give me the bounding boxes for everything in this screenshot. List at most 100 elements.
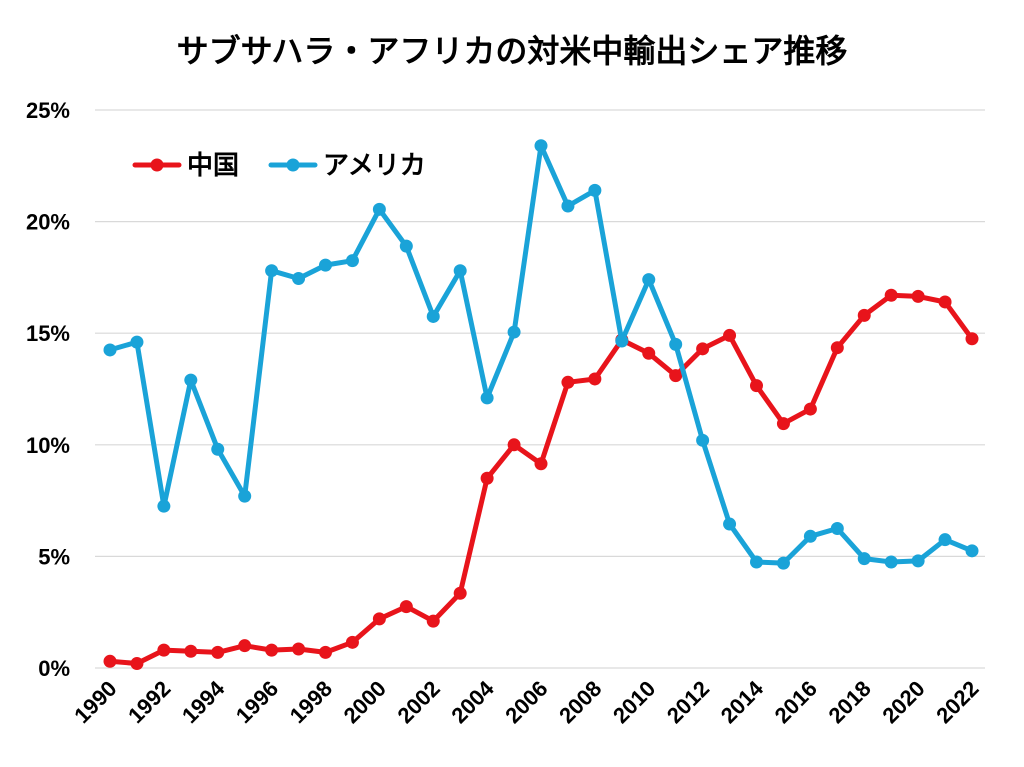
data-point xyxy=(776,556,790,570)
x-tick-label: 1998 xyxy=(285,676,337,728)
data-point xyxy=(319,645,332,659)
y-tick-label: 0% xyxy=(38,656,70,681)
data-point xyxy=(588,183,602,197)
x-tick-label: 2020 xyxy=(877,676,929,728)
data-point xyxy=(103,343,117,357)
x-tick-label: 1996 xyxy=(231,676,283,728)
y-tick-label: 25% xyxy=(26,98,70,123)
data-point xyxy=(265,643,279,657)
data-point xyxy=(345,254,359,268)
data-point xyxy=(938,533,952,547)
data-point xyxy=(238,639,252,653)
x-tick-label: 2018 xyxy=(823,676,875,728)
gridlines xyxy=(95,109,985,669)
data-point xyxy=(857,308,871,322)
data-point xyxy=(750,379,763,393)
x-tick-label: 2022 xyxy=(931,676,983,728)
data-point xyxy=(669,369,683,383)
data-point xyxy=(642,346,656,360)
data-point xyxy=(453,586,467,600)
data-point xyxy=(157,499,171,513)
x-tick-label: 1992 xyxy=(123,676,175,728)
data-point xyxy=(292,272,306,286)
series-line xyxy=(107,143,975,566)
data-point xyxy=(965,332,979,346)
x-tick-label: 2008 xyxy=(554,676,606,728)
data-point xyxy=(372,202,386,216)
data-point xyxy=(615,334,629,348)
x-tick-label: 2000 xyxy=(339,676,391,728)
data-point xyxy=(696,433,710,447)
legend: 中国 アメリカ xyxy=(132,151,426,181)
data-point xyxy=(561,375,575,389)
data-point xyxy=(238,489,252,503)
x-tick-label: 1994 xyxy=(177,675,230,728)
data-point xyxy=(211,442,225,456)
data-point xyxy=(965,544,979,558)
x-tick-label: 1990 xyxy=(69,676,121,728)
data-point xyxy=(884,555,898,569)
data-point xyxy=(265,264,279,278)
y-tick-label: 10% xyxy=(26,433,70,458)
legend-item-2: アメリカ xyxy=(268,151,426,181)
data-point xyxy=(453,264,467,278)
x-tick-label: 2012 xyxy=(662,676,714,728)
data-point xyxy=(345,635,359,649)
data-point xyxy=(319,258,332,272)
data-point xyxy=(857,552,871,566)
data-point xyxy=(211,645,225,659)
y-tick-label: 15% xyxy=(26,321,70,346)
data-point xyxy=(723,517,737,531)
y-tick-label: 20% xyxy=(26,210,70,235)
y-tick-label: 5% xyxy=(38,544,70,569)
data-point xyxy=(750,555,763,569)
data-point xyxy=(561,199,575,213)
data-point xyxy=(830,341,844,355)
data-point xyxy=(534,139,548,153)
legend-label: アメリカ xyxy=(323,151,426,181)
data-point xyxy=(696,342,710,356)
data-point xyxy=(372,612,386,626)
y-axis-ticks: 0% 5% 10% 15% 20% 25% xyxy=(26,98,70,681)
data-point xyxy=(507,325,521,339)
x-tick-label: 2004 xyxy=(446,675,499,728)
data-point xyxy=(426,309,440,323)
legend-swatch-marker xyxy=(286,158,300,172)
data-point xyxy=(911,554,925,568)
data-point xyxy=(723,328,737,342)
data-point xyxy=(776,417,790,431)
legend-swatch-marker xyxy=(150,158,164,172)
data-point xyxy=(480,391,494,405)
data-point xyxy=(130,335,144,349)
x-tick-label: 2016 xyxy=(770,676,822,728)
data-point xyxy=(803,402,817,416)
data-point xyxy=(507,438,521,452)
x-tick-label: 2014 xyxy=(716,675,769,728)
series-layer xyxy=(103,139,979,671)
data-point xyxy=(399,600,413,614)
x-axis-ticks: 1990 1992 1994 1996 1998 2000 2002 2004 2006 2008… xyxy=(69,675,983,728)
data-point xyxy=(830,522,844,535)
chart-title: サブサハラ・アフリカの対米中輸出シェア推移 xyxy=(177,32,848,70)
data-point xyxy=(588,372,602,386)
data-point xyxy=(534,457,548,471)
data-point xyxy=(803,529,817,543)
data-point xyxy=(426,614,440,628)
x-tick-label: 2006 xyxy=(500,676,552,728)
series-2 xyxy=(103,139,979,570)
data-point xyxy=(103,654,117,668)
data-point xyxy=(911,289,925,303)
data-point xyxy=(884,288,898,302)
data-point xyxy=(292,642,306,656)
data-point xyxy=(184,644,198,658)
data-point xyxy=(399,239,413,253)
data-point xyxy=(184,373,198,387)
data-point xyxy=(157,643,171,657)
data-point xyxy=(480,471,494,485)
legend-label: 中国 xyxy=(187,151,239,181)
legend-item-1: 中国 xyxy=(132,151,239,181)
x-tick-label: 2002 xyxy=(392,676,444,728)
data-point xyxy=(938,295,952,309)
